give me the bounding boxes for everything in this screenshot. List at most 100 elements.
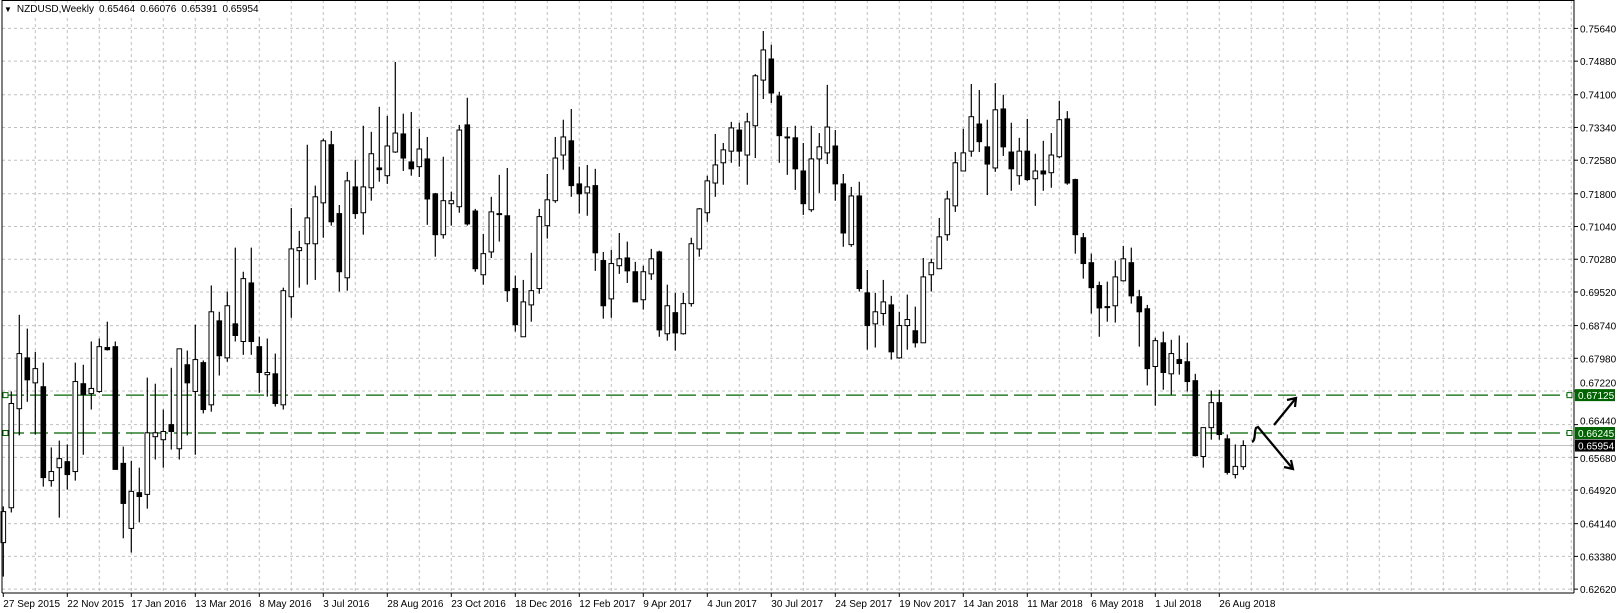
candle-body-bull — [816, 146, 823, 160]
candle — [448, 191, 455, 226]
candle-body-bear — [568, 140, 575, 187]
level-handle-right[interactable] — [1566, 392, 1573, 399]
current-price-tag — [1575, 439, 1615, 452]
candle — [856, 181, 863, 292]
candle — [1112, 260, 1119, 323]
candle-body-bear — [1128, 262, 1135, 297]
candle-body-bull — [1032, 170, 1039, 180]
candle-body-bear — [400, 133, 407, 159]
arrow-up-icon[interactable] — [1273, 396, 1298, 426]
candle-body-bear — [736, 129, 743, 152]
candle — [752, 74, 759, 159]
candle-body-bull — [32, 368, 39, 384]
candle — [840, 173, 847, 247]
candle-body-bull — [224, 305, 231, 359]
candle-body-bear — [504, 215, 511, 292]
candle-body-bull — [16, 353, 23, 410]
price-tick-label: 0.67220 — [1580, 379, 1617, 390]
candle-body-bull — [696, 208, 703, 250]
candle-body-bull — [520, 301, 527, 338]
candle-body-bull — [968, 116, 975, 152]
candle — [392, 62, 399, 153]
arrow-down-icon[interactable] — [1283, 459, 1295, 471]
candle-body-bear — [1184, 361, 1191, 383]
candle-body-bear — [1000, 108, 1007, 148]
candle — [480, 233, 487, 285]
level-handle-right[interactable] — [1566, 430, 1573, 437]
candle-body-bear — [768, 58, 775, 94]
candle-body-bull — [552, 157, 559, 202]
candle — [720, 142, 727, 185]
candle-body-bull — [1056, 119, 1063, 158]
candle — [704, 175, 711, 222]
candle — [248, 247, 255, 355]
candle — [152, 383, 159, 460]
candle — [144, 377, 151, 509]
candle-body-bull — [560, 136, 567, 156]
horizontal-levels[interactable] — [2, 392, 1574, 447]
candle — [712, 133, 719, 197]
candle-body-bear — [1088, 262, 1095, 289]
candle-body-bull — [384, 145, 391, 177]
candle-body-bull — [456, 129, 463, 208]
candle-body-bull — [1104, 306, 1111, 309]
price-axis: 0.75640 0.74880 0.74100 0.73340 0.72580 0.718… — [1574, 24, 1617, 596]
candle — [440, 156, 447, 239]
candle-body-bear — [656, 251, 663, 331]
candle-body-bull — [960, 152, 967, 172]
current-price-label: 0.65954 — [1578, 442, 1615, 453]
candle-body-bear — [168, 424, 175, 433]
candle — [1120, 245, 1127, 282]
level-handle-left[interactable] — [2, 430, 9, 437]
candle-body-bear — [200, 362, 207, 411]
candle — [688, 237, 695, 307]
candle-body-bear — [888, 304, 895, 353]
candle — [416, 128, 423, 177]
candle — [408, 111, 415, 176]
candle-body-bear — [1080, 237, 1087, 265]
candle — [600, 251, 607, 319]
candle-body-bear — [40, 386, 47, 479]
level-handle-left[interactable] — [2, 392, 9, 399]
candle — [328, 130, 335, 226]
candle-body-bull — [320, 140, 327, 204]
candle — [1152, 337, 1159, 406]
candle — [776, 91, 783, 163]
candle-body-bull — [544, 199, 551, 227]
candle-body-bear — [1224, 438, 1231, 473]
triangle-down-icon[interactable]: ▼ — [4, 5, 12, 14]
candle — [728, 121, 735, 163]
candle-body-bull — [416, 148, 423, 168]
time-axis: 27 Sep 2015 22 Nov 2015 17 Jan 2016 13 Mar … — [2, 593, 1276, 610]
candle — [872, 292, 879, 348]
candle-body-bull — [616, 258, 623, 267]
candles — [0, 31, 1247, 577]
candle-body-bear — [24, 357, 31, 381]
candle — [24, 328, 31, 402]
time-tick-label: 13 Mar 2016 — [195, 599, 252, 610]
candle-body-bull — [344, 180, 351, 279]
candle-body-bear — [472, 210, 479, 270]
candle — [648, 248, 655, 280]
candle — [400, 113, 407, 171]
price-tick-label: 0.65680 — [1580, 454, 1617, 465]
candle — [528, 252, 535, 322]
drawn-annotations[interactable] — [1251, 396, 1298, 471]
candle-body-bull — [928, 262, 935, 276]
candle — [1216, 389, 1223, 440]
candle — [576, 166, 583, 214]
candle-body-bull — [920, 276, 927, 344]
candle — [1008, 122, 1015, 191]
candle — [336, 204, 343, 292]
candle-body-bear — [432, 193, 439, 236]
candle — [488, 196, 495, 258]
scenario-squiggle[interactable] — [1251, 425, 1294, 470]
time-tick-label: 22 Nov 2015 — [67, 599, 124, 610]
candle-body-bear — [624, 257, 631, 272]
candle-body-bull — [608, 263, 615, 300]
candle-body-bull — [480, 253, 487, 276]
candle-body-bull — [880, 301, 887, 315]
candle — [8, 391, 15, 513]
candle-body-bull — [904, 319, 911, 327]
